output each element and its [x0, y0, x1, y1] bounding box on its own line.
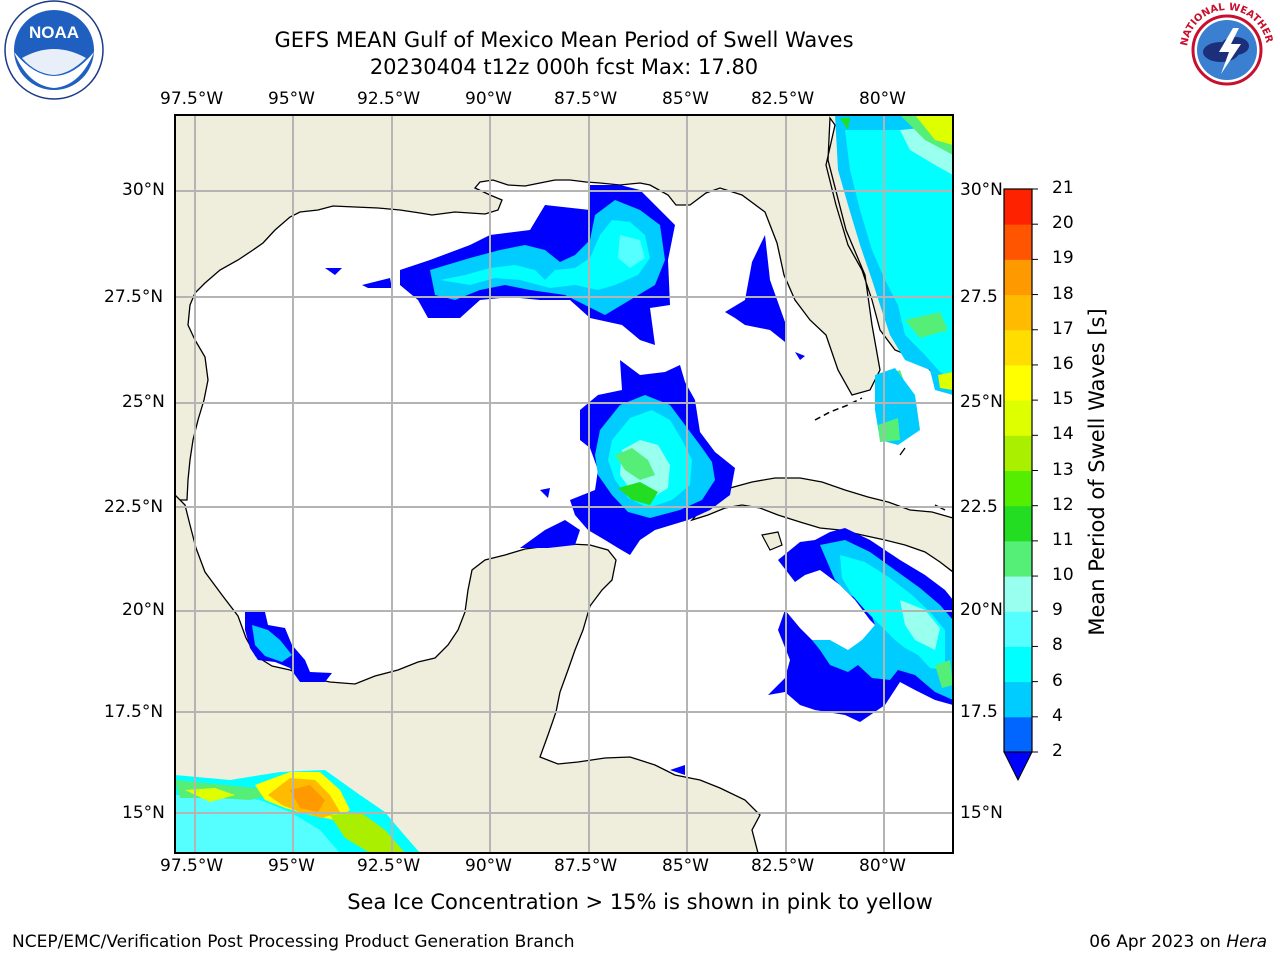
- colorbar-label: Mean Period of Swell Waves [s]: [1085, 308, 1109, 636]
- lat-label-left: 15°N: [122, 803, 165, 823]
- colorbar-under-extension: [1003, 751, 1033, 782]
- footer-date: 06 Apr 2023 on Hera: [1089, 932, 1267, 952]
- colorbar-tick-label: 20: [1052, 213, 1074, 234]
- lon-label-bottom: 80°W: [859, 856, 906, 876]
- colorbar-swatch: [1004, 576, 1032, 612]
- lon-label-bottom: 85°W: [662, 856, 709, 876]
- lon-label-top: 92.5°W: [357, 89, 421, 109]
- lat-label-right: 25°N: [960, 392, 1003, 412]
- colorbar-tick-label: 15: [1052, 389, 1074, 410]
- lat-label-right: 15°N: [960, 803, 1003, 823]
- sea-ice-note-text: Sea Ice Concentration > 15% is shown in …: [347, 890, 933, 914]
- colorbar-tick-label: 2: [1052, 741, 1063, 761]
- colorbar-swatch: [1004, 259, 1032, 296]
- colorbar-swatch: [1004, 294, 1032, 331]
- sea-ice-note: Sea Ice Concentration > 15% is shown in …: [0, 890, 1280, 914]
- colorbar-swatch: [1004, 470, 1032, 507]
- colorbar-swatch: [1004, 189, 1032, 225]
- jamaica-land: [761, 531, 783, 551]
- lon-label-bottom: 97.5°W: [160, 856, 224, 876]
- colorbar-tick-label: 21: [1052, 178, 1074, 198]
- lon-label-bottom: 87.5°W: [554, 856, 618, 876]
- colorbar-tick-label: 16: [1052, 353, 1074, 374]
- colorbar-tick-label: 4: [1052, 705, 1063, 726]
- colorbar-tick-label: 17: [1052, 318, 1074, 339]
- colorbar-swatch: [1004, 540, 1032, 577]
- colorbar-swatch: [1004, 400, 1032, 436]
- lon-label-bottom: 82.5°W: [751, 856, 815, 876]
- colorbar-swatch: [1004, 505, 1032, 542]
- gridlines: [175, 115, 953, 853]
- lon-label-top: 90°W: [465, 89, 512, 109]
- colorbar-tick-label: 19: [1052, 248, 1074, 269]
- lat-label-left: 27.5°N: [104, 287, 164, 307]
- lon-label-bottom: 95°W: [268, 856, 315, 876]
- colorbar-tick-label: 8: [1052, 635, 1063, 656]
- lon-label-top: 97.5°W: [160, 89, 224, 109]
- map-frame: [174, 114, 954, 854]
- nws-logo-icon: NATIONAL WEATHER SERVICE: [1175, 0, 1275, 98]
- lat-label-left: 30°N: [122, 180, 165, 200]
- noaa-logo-icon: NOAA: [4, 0, 104, 100]
- lon-label-top: 85°W: [662, 89, 709, 109]
- colorbar-swatch: [1004, 435, 1032, 471]
- colorbar-swatch: [1004, 646, 1032, 683]
- lat-label-left: 17.5°N: [104, 702, 164, 722]
- lat-label-right: 17.5: [960, 702, 998, 722]
- lon-label-bottom: 90°W: [465, 856, 512, 876]
- lat-label-right: 27.5: [960, 287, 998, 307]
- footer-date-text: 06 Apr 2023 on: [1089, 932, 1227, 952]
- colorbar-swatch: [1004, 329, 1032, 366]
- florida-keys: [814, 397, 863, 421]
- lat-label-right: 20°N: [960, 600, 1003, 620]
- lon-label-top: 80°W: [859, 89, 906, 109]
- noaa-logo-text: NOAA: [29, 23, 79, 42]
- chart-title: GEFS MEAN Gulf of Mexico Mean Period of …: [274, 28, 854, 52]
- lat-label-right: 22.5: [960, 497, 998, 517]
- footer-credit: NCEP/EMC/Verification Post Processing Pr…: [12, 932, 575, 952]
- lon-label-top: 82.5°W: [751, 89, 815, 109]
- lon-label-top: 95°W: [268, 89, 315, 109]
- lat-label-left: 25°N: [122, 392, 165, 412]
- colorbar-tick-label: 18: [1052, 283, 1074, 304]
- colorbar-swatch: [1004, 364, 1032, 401]
- cuba-land: [689, 477, 953, 573]
- colorbar-swatch: [1004, 681, 1032, 718]
- colorbar-tick-label: 14: [1052, 424, 1074, 445]
- colorbar-tick-label: 11: [1052, 529, 1074, 550]
- colorbar-tick-label: 9: [1052, 600, 1063, 621]
- colorbar-swatch: [1004, 224, 1032, 260]
- colorbar-swatch: [1004, 716, 1032, 753]
- lon-label-top: 87.5°W: [554, 89, 618, 109]
- colorbar-swatch: [1004, 611, 1032, 647]
- colorbar-tick-label: 10: [1052, 565, 1074, 586]
- lat-label-right: 30°N: [960, 180, 1003, 200]
- chart-subtitle: 20230404 t12z 000h fcst Max: 17.80: [369, 55, 759, 79]
- colorbar-tick-label: 13: [1052, 459, 1074, 480]
- footer-machine: Hera: [1226, 932, 1267, 952]
- lat-label-left: 20°N: [122, 600, 165, 620]
- colorbar-tick-label: 6: [1052, 670, 1063, 691]
- lon-label-bottom: 92.5°W: [357, 856, 421, 876]
- colorbar-tick-label: 12: [1052, 494, 1074, 515]
- lat-label-left: 22.5°N: [104, 497, 164, 517]
